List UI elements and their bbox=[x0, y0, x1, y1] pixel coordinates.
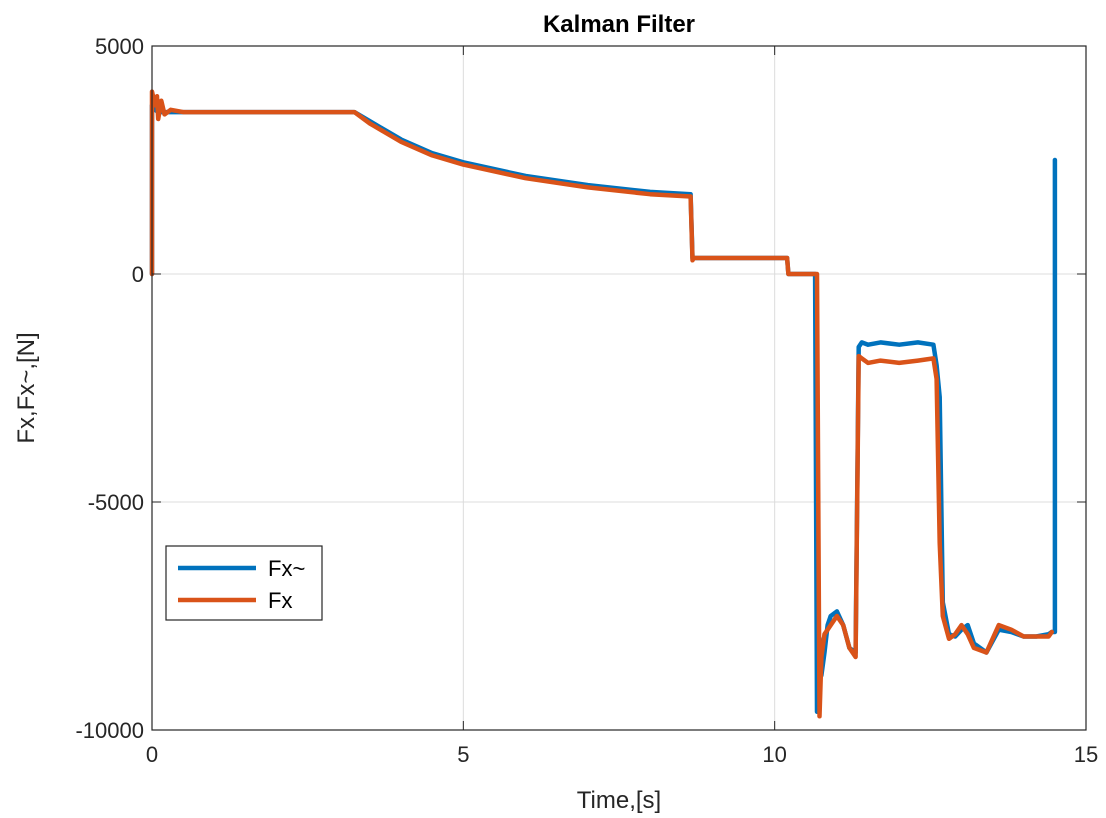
x-tick-label: 0 bbox=[146, 742, 158, 767]
legend: Fx~ Fx bbox=[165, 545, 323, 621]
series-lines bbox=[149, 89, 1058, 719]
x-tick-label: 5 bbox=[457, 742, 469, 767]
legend-box bbox=[165, 545, 323, 621]
y-tick-label: 0 bbox=[132, 262, 144, 287]
axis-ticks: 0 5 10 15 -10000 -5000 0 5000 bbox=[75, 34, 1098, 767]
legend-label: Fx bbox=[268, 588, 292, 613]
y-tick-label: 5000 bbox=[95, 34, 144, 59]
x-tick-label: 15 bbox=[1074, 742, 1098, 767]
y-axis-label: Fx,Fx~,[N] bbox=[13, 332, 40, 443]
y-tick-label: -5000 bbox=[88, 490, 144, 515]
y-tick-label: -10000 bbox=[75, 718, 144, 743]
legend-label: Fx~ bbox=[268, 556, 305, 581]
x-tick-label: 10 bbox=[762, 742, 786, 767]
x-axis-label: Time,[s] bbox=[577, 787, 661, 814]
axes-frame bbox=[151, 45, 1087, 731]
chart-title: Kalman Filter bbox=[543, 11, 695, 38]
series-line-fx bbox=[149, 89, 1055, 719]
